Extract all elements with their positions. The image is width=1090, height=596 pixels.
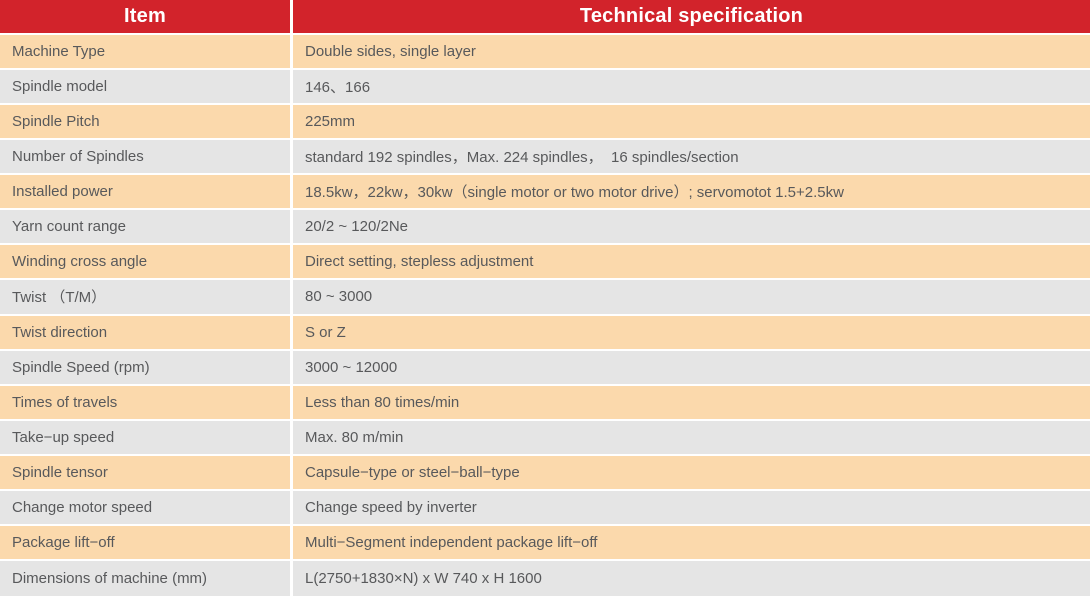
item-cell: Number of Spindles	[0, 140, 293, 176]
column-header-item: Item	[0, 0, 293, 35]
spec-cell: 225mm	[293, 105, 1090, 141]
spec-cell: 20/2 ~ 120/2Ne	[293, 210, 1090, 246]
spec-cell: Direct setting, stepless adjustment	[293, 245, 1090, 281]
item-cell: Package lift−off	[0, 525, 293, 561]
column-header-technical-specification: Technical specification	[293, 0, 1090, 35]
spec-cell: 3000 ~ 12000	[293, 350, 1090, 386]
item-cell: Spindle Speed (rpm)	[0, 350, 293, 386]
spec-cell: Multi−Segment independent package lift−o…	[293, 525, 1090, 561]
table-row: Twist direction S or Z	[0, 315, 1090, 351]
item-cell: Machine Type	[0, 35, 293, 71]
item-cell: Spindle Pitch	[0, 105, 293, 141]
spec-cell: 146、166	[293, 70, 1090, 106]
table-body: Machine Type Double sides, single layer Sp…	[0, 35, 1090, 596]
spec-cell: L(2750+1830×N) x W 740 x H 1600	[293, 560, 1090, 596]
table-row: Number of Spindles standard 192 spindles，…	[0, 140, 1090, 176]
spec-cell: 80 ~ 3000	[293, 280, 1090, 316]
item-cell: Installed power	[0, 175, 293, 211]
item-cell: Take−up speed	[0, 420, 293, 456]
spec-cell: Change speed by inverter	[293, 490, 1090, 526]
table-row: Machine Type Double sides, single layer	[0, 35, 1090, 71]
table-row: Winding cross angle Direct setting, stepl…	[0, 245, 1090, 281]
item-cell: Change motor speed	[0, 490, 293, 526]
item-cell: Dimensions of machine (mm)	[0, 560, 293, 596]
spec-cell: Double sides, single layer	[293, 35, 1090, 71]
table-row: Spindle model 146、166	[0, 70, 1090, 106]
spec-cell: Less than 80 times/min	[293, 385, 1090, 421]
item-cell: Winding cross angle	[0, 245, 293, 281]
table-row: Dimensions of machine (mm) L(2750+1830×N)…	[0, 560, 1090, 596]
item-cell: Yarn count range	[0, 210, 293, 246]
table-row: Yarn count range 20/2 ~ 120/2Ne	[0, 210, 1090, 246]
spec-cell: standard 192 spindles，Max. 224 spindles，…	[293, 140, 1090, 176]
item-cell: Spindle tensor	[0, 455, 293, 491]
spec-cell: 18.5kw，22kw，30kw（single motor or two mot…	[293, 175, 1090, 211]
item-cell: Twist direction	[0, 315, 293, 351]
table-row: Change motor speed Change speed by invert…	[0, 490, 1090, 526]
table-row: Package lift−off Multi−Segment independen…	[0, 525, 1090, 561]
table-header: Item Technical specification	[0, 0, 1090, 35]
table-row: Twist （T/M） 80 ~ 3000	[0, 280, 1090, 316]
table-row: Take−up speed Max. 80 m/min	[0, 420, 1090, 456]
table-row: Spindle tensor Capsule−type or steel−ball…	[0, 455, 1090, 491]
item-cell: Twist （T/M）	[0, 280, 293, 316]
item-cell: Spindle model	[0, 70, 293, 106]
spec-cell: S or Z	[293, 315, 1090, 351]
header-row: Item Technical specification	[0, 0, 1090, 35]
item-cell: Times of travels	[0, 385, 293, 421]
table-row: Times of travels Less than 80 times/min	[0, 385, 1090, 421]
table-row: Spindle Speed (rpm) 3000 ~ 12000	[0, 350, 1090, 386]
table-row: Spindle Pitch 225mm	[0, 105, 1090, 141]
spec-cell: Capsule−type or steel−ball−type	[293, 455, 1090, 491]
spec-cell: Max. 80 m/min	[293, 420, 1090, 456]
table-row: Installed power 18.5kw，22kw，30kw（single m…	[0, 175, 1090, 211]
